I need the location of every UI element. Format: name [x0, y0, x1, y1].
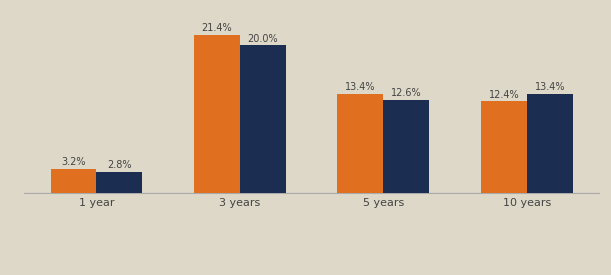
Bar [51, 169, 97, 192]
Text: 2.8%: 2.8% [107, 160, 131, 170]
Bar [97, 172, 142, 192]
Bar [194, 35, 240, 192]
Bar [337, 94, 383, 192]
Text: 12.4%: 12.4% [489, 90, 519, 100]
Text: 13.4%: 13.4% [345, 82, 376, 92]
Text: 20.0%: 20.0% [247, 34, 278, 44]
Bar [383, 100, 430, 192]
Bar [527, 94, 573, 192]
Bar [481, 101, 527, 192]
Bar [240, 45, 286, 192]
Text: 21.4%: 21.4% [202, 23, 232, 33]
Text: 3.2%: 3.2% [61, 158, 86, 167]
Legend: ELSS (Tax Saver), Diversified Equity: ELSS (Tax Saver), Diversified Equity [186, 274, 437, 275]
Text: 13.4%: 13.4% [535, 82, 565, 92]
Text: 12.6%: 12.6% [391, 88, 422, 98]
